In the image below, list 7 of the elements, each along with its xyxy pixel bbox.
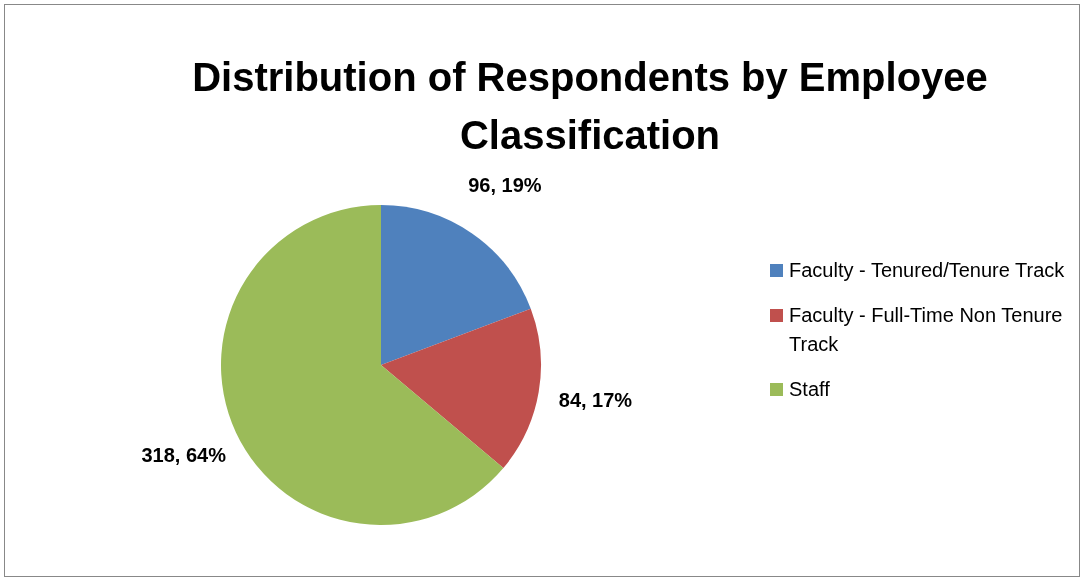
legend-label: Faculty - Full-Time Non Tenure Track	[789, 303, 1064, 357]
legend-label: Faculty - Tenured/Tenure Track	[789, 258, 1065, 283]
legend-label: Staff	[789, 377, 830, 402]
data-label: 84, 17%	[558, 389, 633, 412]
data-label: 96, 19%	[468, 173, 542, 196]
data-label: 318, 64%	[141, 444, 227, 467]
chart-title: Distribution of Respondents by Employee Classification	[191, 54, 989, 159]
